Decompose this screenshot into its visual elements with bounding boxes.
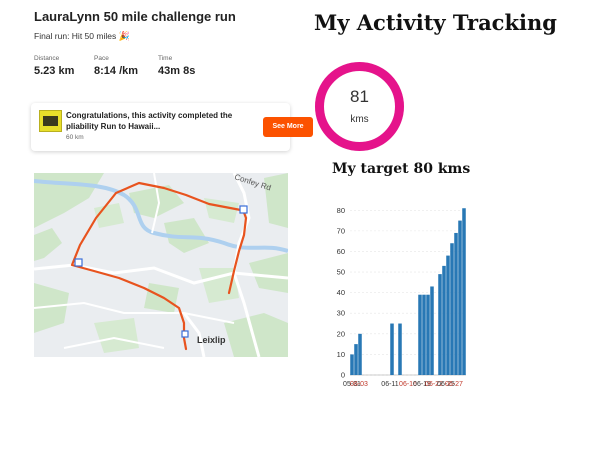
route-map-canvas: Confey Rd Leixlip bbox=[34, 173, 288, 357]
x-tick-label: 06-27 bbox=[445, 381, 463, 388]
bar bbox=[450, 243, 454, 375]
x-tick-label: 05-31 bbox=[343, 381, 361, 388]
stat-label: Distance bbox=[34, 55, 60, 62]
final-run-label: Final run: Hit 50 miles bbox=[34, 31, 117, 41]
y-tick-label: 20 bbox=[337, 329, 345, 338]
stat-pace: Pace 8:14 /km bbox=[94, 55, 158, 77]
ring-value: 81 bbox=[350, 87, 369, 106]
bar bbox=[398, 323, 402, 375]
x-tick-label: 06-25 bbox=[437, 381, 455, 388]
route-map[interactable]: Confey Rd Leixlip bbox=[34, 173, 288, 357]
bar bbox=[350, 354, 354, 375]
challenge-completed-card: Congratulations, this activity completed… bbox=[31, 103, 313, 151]
target-title: My target 80 kms bbox=[332, 161, 471, 177]
y-tick-label: 70 bbox=[337, 226, 345, 235]
progress-ring bbox=[315, 62, 404, 151]
stat-value: 8:14 /km bbox=[94, 65, 139, 77]
bar bbox=[354, 344, 358, 375]
party-popper-icon: 🎉 bbox=[118, 31, 130, 41]
stat-value: 43m 8s bbox=[158, 65, 196, 77]
town-label: Leixlip bbox=[197, 335, 226, 345]
bar bbox=[426, 294, 430, 375]
bar bbox=[390, 323, 394, 375]
y-tick-label: 0 bbox=[341, 371, 345, 380]
stat-value: 5.23 km bbox=[34, 65, 75, 77]
y-tick-label: 50 bbox=[337, 268, 345, 277]
x-tick-label: 06-03 bbox=[350, 381, 368, 388]
page-title: My Activity Tracking bbox=[314, 10, 557, 35]
y-tick-label: 80 bbox=[337, 206, 345, 215]
bar bbox=[454, 232, 458, 375]
challenge-badge-icon bbox=[39, 110, 62, 132]
bar bbox=[458, 220, 462, 375]
x-tick-label: 06-16 bbox=[399, 381, 417, 388]
see-more-button[interactable]: See More bbox=[263, 117, 313, 137]
bar bbox=[358, 333, 362, 375]
activity-title: LauraLynn 50 mile challenge run bbox=[34, 9, 236, 24]
x-tick-label: 06-11 bbox=[381, 381, 398, 388]
x-tick-label: 06-22 bbox=[425, 381, 443, 388]
congrats-text: Congratulations, this activity completed… bbox=[66, 111, 233, 131]
bar bbox=[422, 294, 426, 375]
y-tick-label: 30 bbox=[337, 309, 345, 318]
stat-label: Time bbox=[158, 55, 173, 62]
bar bbox=[430, 286, 434, 375]
congrats-distance: 60 km bbox=[66, 134, 84, 141]
bar bbox=[462, 208, 466, 375]
stat-time: Time 43m 8s bbox=[158, 55, 218, 77]
final-run-text: Final run: Hit 50 miles 🎉 bbox=[34, 31, 130, 42]
x-tick-label: 06-19 bbox=[413, 381, 431, 388]
bar bbox=[418, 294, 422, 375]
bar bbox=[442, 265, 446, 375]
ring-unit: kms bbox=[350, 114, 369, 125]
bar bbox=[446, 255, 450, 375]
progress-ring-fill bbox=[315, 62, 404, 151]
stat-label: Pace bbox=[94, 55, 109, 62]
y-tick-label: 40 bbox=[337, 288, 345, 297]
stat-distance: Distance 5.23 km bbox=[34, 55, 94, 77]
activity-stats: Distance 5.23 km Pace 8:14 /km Time 43m … bbox=[34, 55, 218, 77]
y-tick-label: 60 bbox=[337, 247, 345, 256]
y-tick-label: 10 bbox=[337, 350, 345, 359]
bar bbox=[438, 274, 442, 375]
